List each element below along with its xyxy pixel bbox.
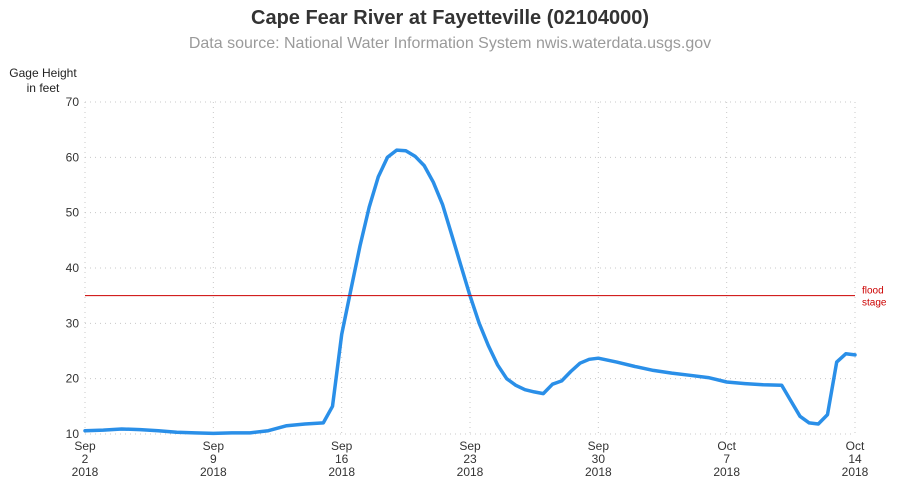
y-tick-label: 20 xyxy=(66,372,80,386)
y-axis-ticks: 10 20 30 40 50 60 70 xyxy=(66,95,80,441)
x-axis-ticks: Sep22018Sep92018Sep162018Sep232018Sep302… xyxy=(72,439,869,479)
y-axis-label-line-2: in feet xyxy=(26,81,60,95)
y-tick-label: 40 xyxy=(66,261,80,275)
x-tick-label: Oct xyxy=(717,439,736,453)
flood-stage-label: stage xyxy=(862,298,887,309)
x-tick-label: Sep xyxy=(74,439,96,453)
x-tick-label: 2018 xyxy=(713,465,740,479)
chart-subtitle: Data source: National Water Information … xyxy=(188,35,712,52)
x-tick-label: 2 xyxy=(82,452,89,466)
x-tick-label: Sep xyxy=(203,439,225,453)
y-tick-label: 10 xyxy=(66,427,80,441)
y-tick-label: 50 xyxy=(66,206,80,220)
x-tick-label: 14 xyxy=(848,452,862,466)
x-tick-label: Oct xyxy=(846,439,865,453)
chart-title: Cape Fear River at Fayetteville (0210400… xyxy=(251,7,649,29)
x-tick-label: Sep xyxy=(331,439,353,453)
y-axis-label-line-1: Gage Height xyxy=(9,66,77,80)
x-tick-label: 23 xyxy=(463,452,477,466)
x-tick-label: 2018 xyxy=(457,465,484,479)
x-tick-label: 2018 xyxy=(842,465,869,479)
x-tick-label: Sep xyxy=(459,439,481,453)
x-tick-label: 16 xyxy=(335,452,349,466)
x-tick-label: 7 xyxy=(723,452,730,466)
x-tick-label: 9 xyxy=(210,452,217,466)
y-tick-label: 60 xyxy=(66,150,80,164)
y-tick-label: 30 xyxy=(66,316,80,330)
gage-height-line xyxy=(83,148,857,436)
x-tick-label: 30 xyxy=(592,452,606,466)
x-tick-label: 2018 xyxy=(585,465,612,479)
flood-stage-label: flood xyxy=(862,286,884,297)
x-tick-label: 2018 xyxy=(72,465,99,479)
y-tick-label: 70 xyxy=(66,95,80,109)
series-group xyxy=(83,148,857,436)
grid-lines xyxy=(84,101,856,435)
x-tick-label: Sep xyxy=(588,439,610,453)
x-tick-label: 2018 xyxy=(328,465,355,479)
y-axis-label: Gage Height in feet xyxy=(0,66,86,96)
x-tick-label: 2018 xyxy=(200,465,227,479)
